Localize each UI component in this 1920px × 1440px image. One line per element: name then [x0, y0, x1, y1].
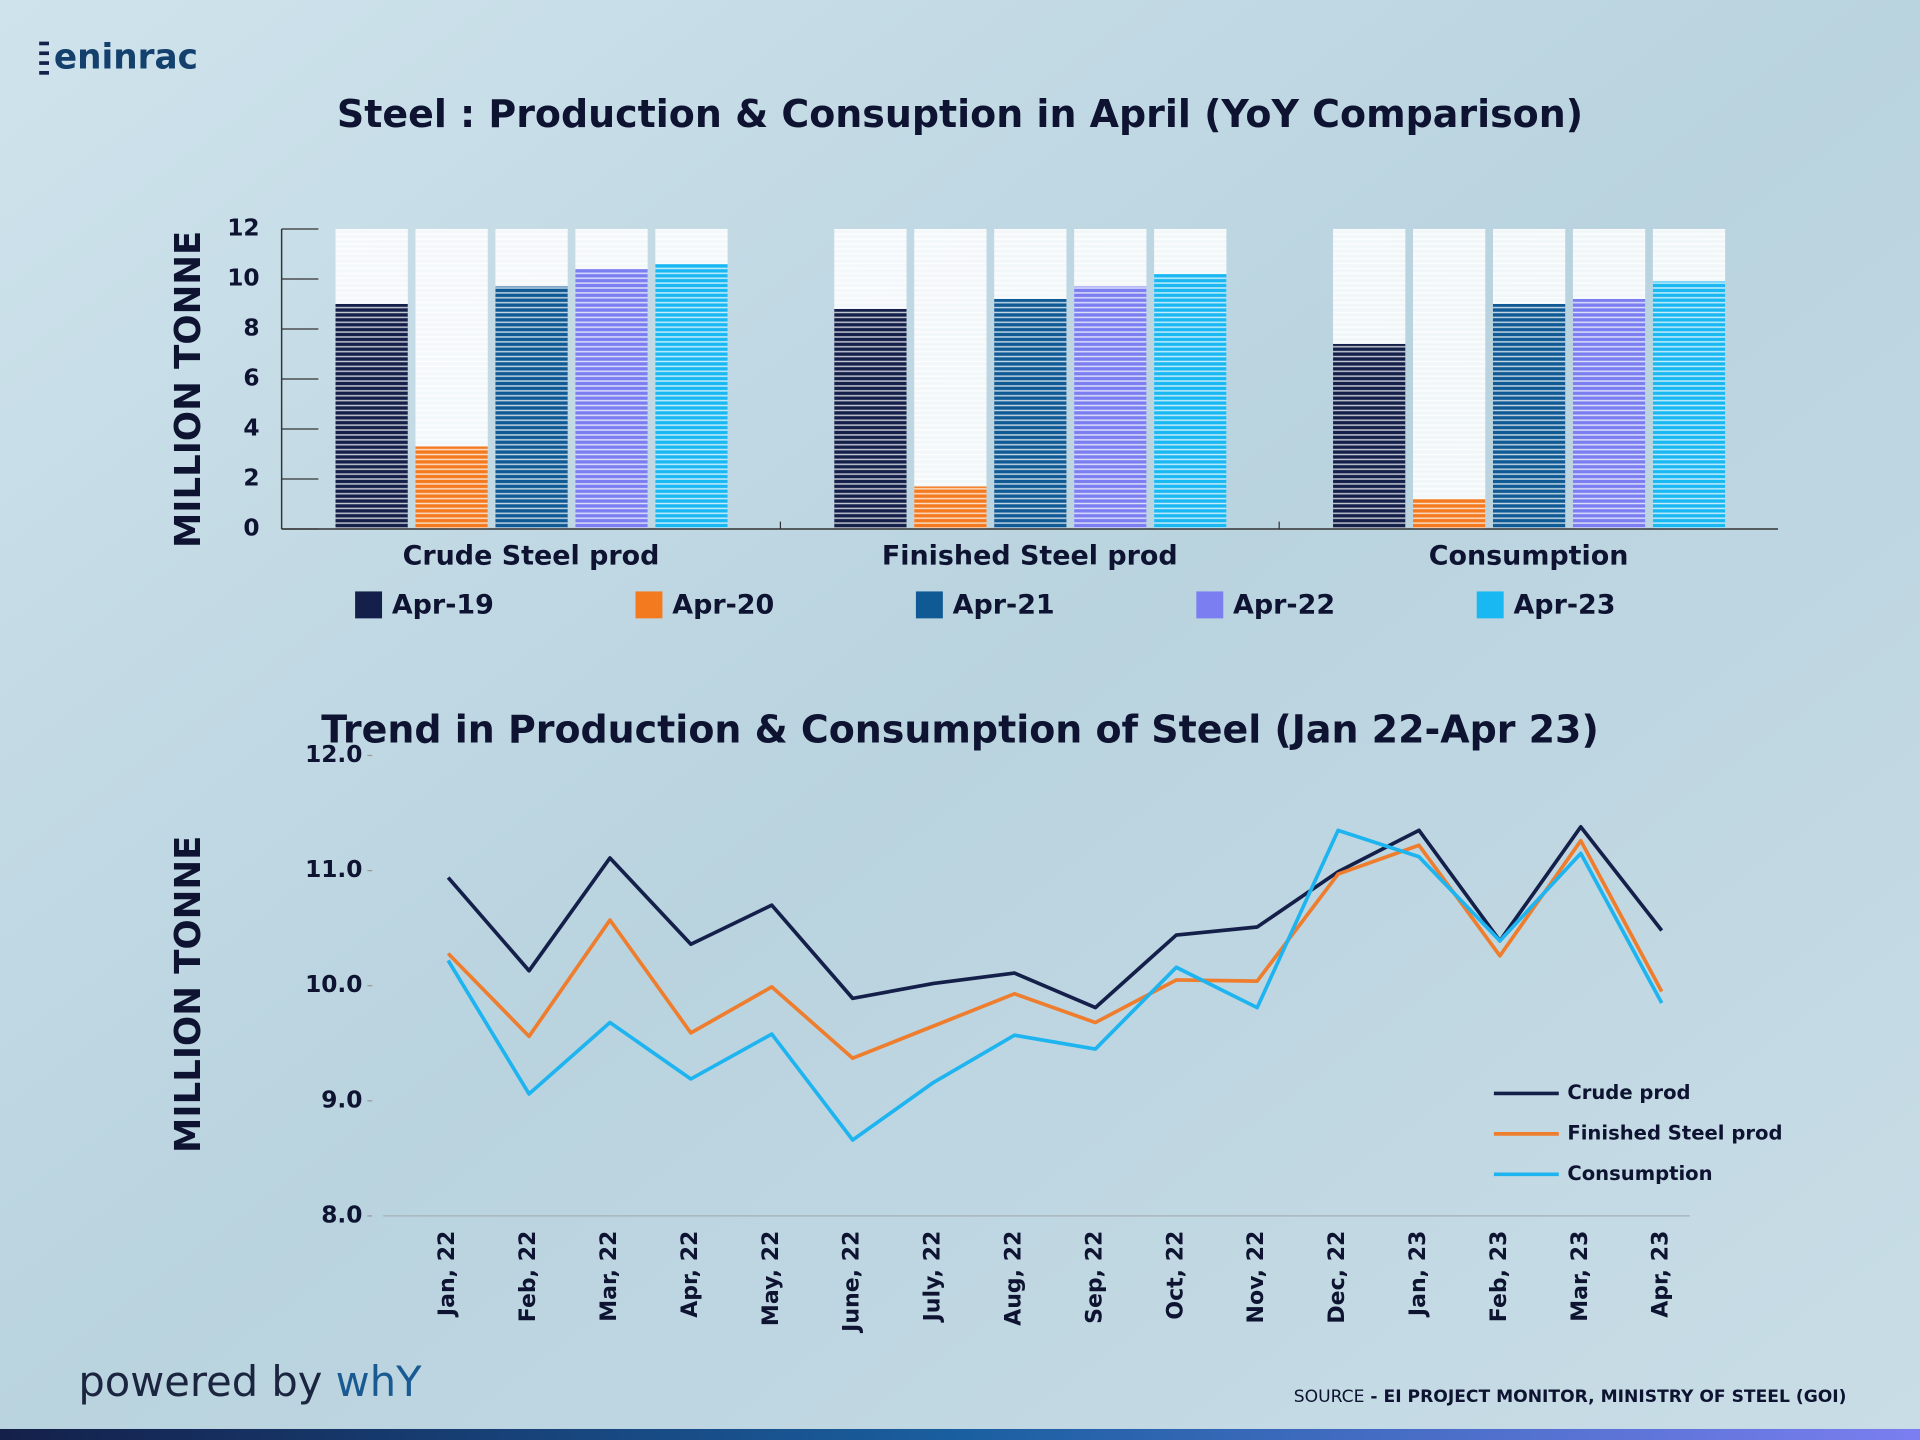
y-axis-label: MILLION TONNE [168, 231, 209, 548]
bar-stripes [415, 446, 488, 529]
legend-label: Consumption [1567, 1162, 1712, 1185]
x-tick-label: May, 22 [759, 1231, 784, 1326]
bar-stripes [994, 298, 1067, 529]
x-tick-label: Feb, 22 [516, 1231, 541, 1323]
legend-swatch [635, 591, 663, 619]
bar-stripes [1572, 298, 1646, 529]
chart-title: Trend in Production & Consumption of Ste… [321, 708, 1599, 752]
x-tick-label: Mar, 23 [1568, 1231, 1593, 1322]
bar-stripes [575, 268, 648, 529]
x-tick-label: Nov, 22 [1244, 1231, 1269, 1324]
legend-swatch [915, 591, 943, 619]
x-tick-label: Apr, 22 [678, 1231, 703, 1318]
legend-label: Apr-19 [392, 590, 494, 621]
bar-stripes [1154, 273, 1227, 529]
line [446, 828, 1664, 1142]
bar-background-stripes [1413, 228, 1486, 529]
x-tick-label: Finished Steel prod [882, 541, 1178, 572]
source-text: - EI PROJECT MONITOR, MINISTRY OF STEEL … [1364, 1387, 1846, 1407]
x-tick-label: Crude Steel prod [403, 541, 660, 572]
legend-label: Apr-22 [1233, 590, 1335, 621]
x-tick-label: Jan, 22 [435, 1231, 460, 1318]
x-tick-label: Mar, 22 [597, 1231, 622, 1322]
legend-swatch [355, 591, 383, 619]
bar-stripes [1413, 498, 1486, 529]
x-tick-label: Feb, 23 [1487, 1231, 1512, 1323]
x-tick-label: Apr, 23 [1649, 1231, 1674, 1318]
x-tick-label: Sep, 22 [1082, 1231, 1107, 1324]
legend-label: Apr-23 [1513, 590, 1615, 621]
source: SOURCE - EI PROJECT MONITOR, MINISTRY OF… [1294, 1387, 1847, 1407]
y-tick-label: 0 [243, 514, 259, 541]
y-tick-label: 12.0 [305, 741, 362, 768]
x-tick-label: July, 22 [921, 1231, 946, 1324]
powered-by-label: powered by [78, 1357, 335, 1406]
bar-stripes [834, 308, 907, 529]
bar-stripes [495, 286, 568, 529]
y-tick-label: 11.0 [305, 856, 362, 883]
y-tick-label: 10.0 [305, 971, 362, 998]
source-label: SOURCE [1294, 1387, 1365, 1407]
bar-stripes [914, 486, 987, 529]
logo-line [39, 51, 49, 56]
legend-label: Apr-20 [672, 590, 774, 621]
bar-stripes [1492, 303, 1566, 529]
legend-label: Crude prod [1567, 1081, 1690, 1104]
legend-label: Apr-21 [953, 590, 1055, 621]
x-tick-label: Oct, 22 [1163, 1231, 1188, 1320]
bar-stripes [1333, 343, 1406, 529]
bar-stripes [1652, 281, 1726, 529]
logo-text: eninrac [54, 37, 198, 77]
chart-title: Steel : Production & Consuption in April… [337, 92, 1583, 136]
y-tick-label: 10 [227, 264, 259, 291]
bar-stripes [1074, 286, 1147, 529]
bar-stripes [335, 303, 408, 529]
logo-line [39, 71, 49, 75]
bar-stripes [655, 263, 728, 529]
y-tick-label: 8.0 [321, 1201, 362, 1228]
logo-line [39, 41, 49, 46]
y-tick-label: 12 [227, 214, 259, 241]
logo-line [39, 61, 49, 65]
x-tick-label: Jan, 23 [1406, 1231, 1431, 1318]
x-tick-label: Aug, 22 [1001, 1231, 1026, 1326]
y-tick-label: 6 [243, 364, 259, 391]
bottom-strip [0, 1428, 1920, 1440]
x-tick-label: June, 22 [840, 1231, 865, 1334]
legend-label: Finished Steel prod [1567, 1121, 1782, 1144]
y-tick-label: 8 [243, 314, 259, 341]
logo: eninrac [39, 37, 198, 77]
y-axis-label: MILLION TONNE [168, 836, 209, 1153]
legend-swatch [1196, 591, 1224, 619]
brand: whY [336, 1357, 422, 1406]
y-tick-label: 4 [243, 414, 259, 441]
x-tick-label: Consumption [1429, 541, 1629, 572]
legend-swatch [1476, 591, 1504, 619]
x-tick-label: Dec, 22 [1325, 1231, 1350, 1324]
line [446, 825, 1664, 1010]
bar-background-stripes [914, 228, 987, 529]
y-tick-label: 9.0 [321, 1086, 362, 1113]
powered-by: powered by whY [78, 1357, 422, 1406]
y-tick-label: 2 [243, 464, 259, 491]
